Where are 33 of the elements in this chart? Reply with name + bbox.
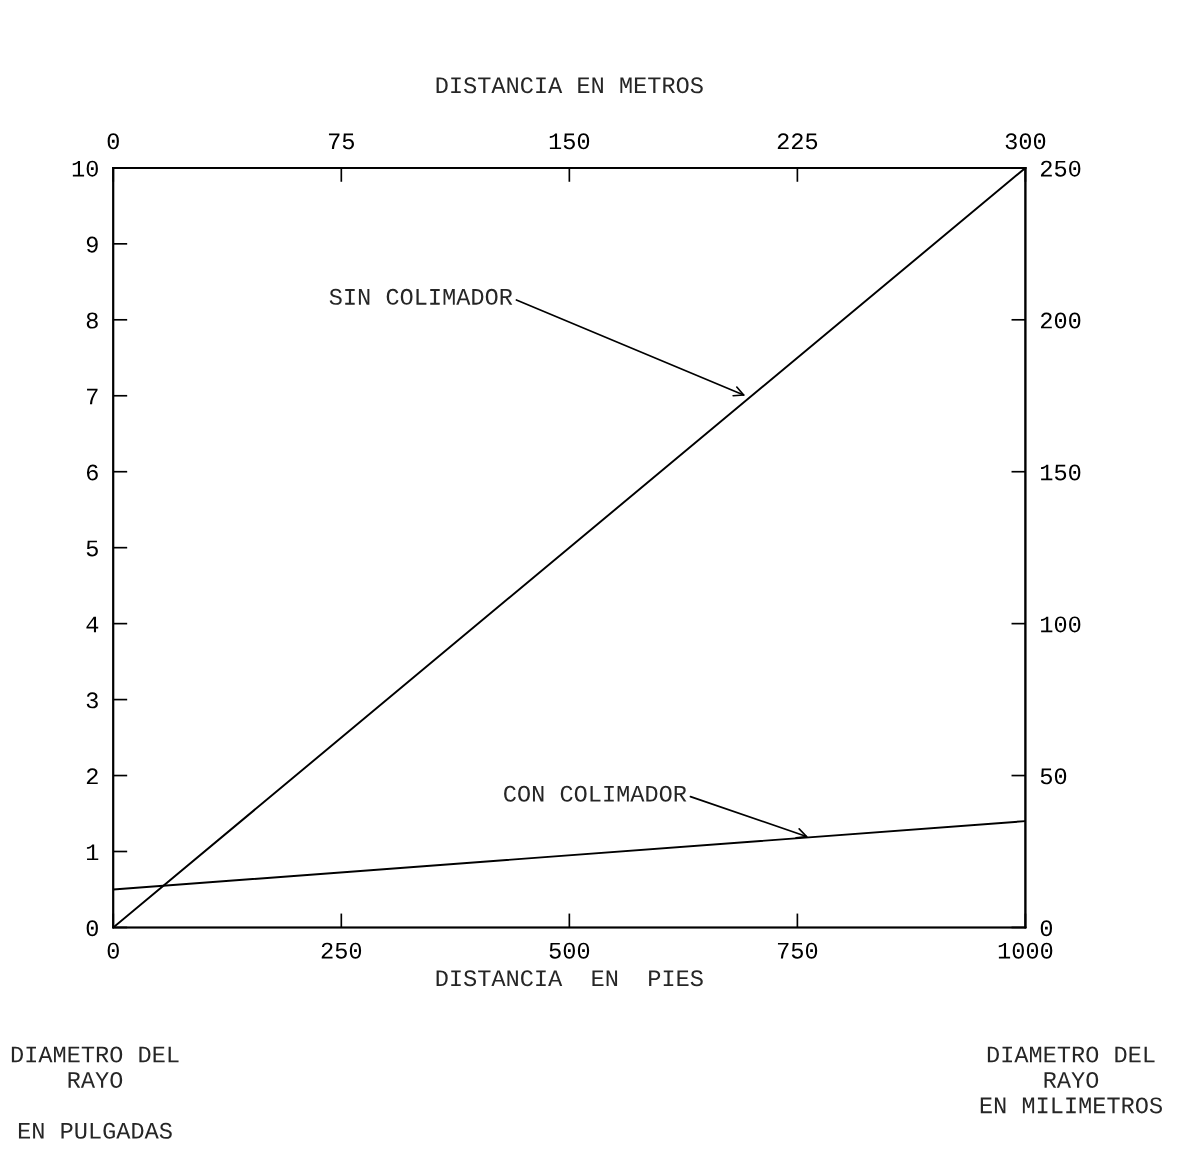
x-axis-title: DISTANCIA EN PIES xyxy=(436,970,703,987)
y-tick-label: 3 xyxy=(86,692,98,709)
x-tick-label: 1000 xyxy=(998,942,1053,959)
y2-tick-label: 100 xyxy=(1041,616,1081,633)
y-tick-label: 6 xyxy=(86,464,98,481)
y2-tick-label: 250 xyxy=(1040,160,1081,177)
y2-axis-title: DIAMETRO DEL RAYO EN MILIMETROS xyxy=(980,1046,1162,1114)
annotation: CON COLIMADOR xyxy=(504,785,687,802)
x2-tick-label: 0 xyxy=(107,133,119,150)
x-tick-label: 0 xyxy=(107,942,119,959)
x2-axis-title: DISTANCIA EN METROS xyxy=(436,77,703,94)
y-tick-label: 9 xyxy=(86,236,98,253)
x2-tick-label: 150 xyxy=(549,133,590,150)
annotation: SIN COLIMADOR xyxy=(329,288,513,305)
y2-tick-label: 50 xyxy=(1040,768,1067,785)
x-tick-label: 750 xyxy=(777,942,818,959)
x-tick-label: 250 xyxy=(321,942,362,959)
text: DIAMETRO DEL RAYO EN PULGADAS xyxy=(11,1046,179,1139)
x2-tick-label: 300 xyxy=(1005,133,1046,150)
y-tick-label: 7 xyxy=(87,388,98,405)
y-tick-label: 0 xyxy=(86,920,98,937)
y2-tick-label: 200 xyxy=(1040,312,1081,329)
y-tick-label: 10 xyxy=(72,160,98,177)
x2-tick-label: 75 xyxy=(328,133,354,150)
y2-tick-label: 150 xyxy=(1041,464,1081,481)
y2-tick-label: 0 xyxy=(1040,920,1053,937)
y-tick-label: 5 xyxy=(86,540,98,557)
y-tick-label: 8 xyxy=(86,312,98,329)
x2-tick-label: 225 xyxy=(777,133,818,150)
y-tick-label: 4 xyxy=(86,616,99,633)
x-tick-label: 500 xyxy=(549,942,590,959)
y-tick-label: 2 xyxy=(86,768,98,785)
y-tick-label: 1 xyxy=(86,844,99,861)
